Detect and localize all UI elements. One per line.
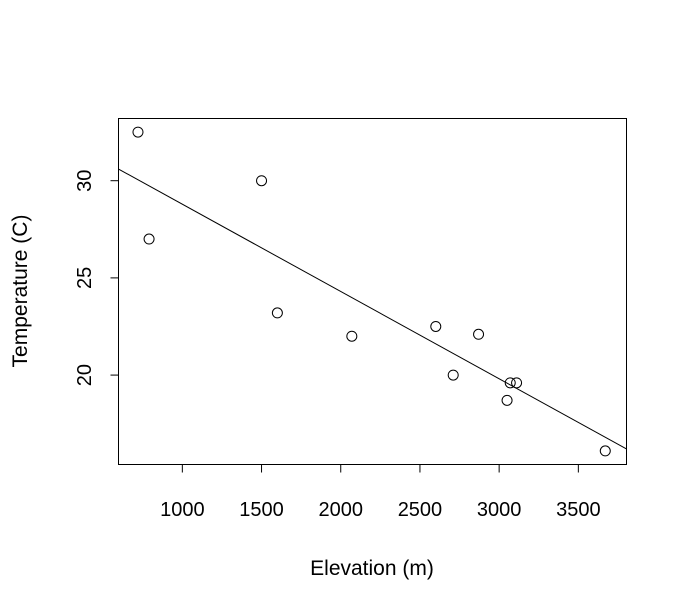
data-point (346, 330, 358, 342)
x-tick-label: 3500 (556, 499, 601, 521)
regression-line (118, 168, 627, 450)
x-tick-label: 3000 (477, 499, 522, 521)
x-tick-label: 2500 (398, 499, 443, 521)
y-tick-label: 20 (74, 364, 96, 386)
data-point (447, 369, 459, 381)
x-axis: 1000 1500 2000 2500 3000 3500 (160, 464, 601, 521)
y-axis: 20 25 30 (74, 170, 119, 386)
plot-frame (118, 118, 627, 465)
data-point (501, 394, 513, 406)
data-point (143, 233, 155, 245)
y-tick-label: 30 (74, 170, 96, 192)
x-axis-title: Elevation (m) (310, 557, 434, 580)
y-tick-label: 25 (74, 267, 96, 289)
data-point (132, 126, 144, 138)
data-point (511, 377, 523, 389)
data-point (504, 377, 516, 389)
x-tick-label: 1500 (239, 499, 284, 521)
data-point (430, 320, 442, 332)
y-axis-title: Temperature (C) (9, 215, 32, 368)
data-point (473, 328, 485, 340)
data-point (256, 175, 268, 187)
x-tick-label: 1000 (160, 499, 205, 521)
data-point (271, 307, 283, 319)
x-tick-label: 2000 (318, 499, 363, 521)
data-points (132, 126, 611, 457)
data-point (599, 445, 611, 457)
